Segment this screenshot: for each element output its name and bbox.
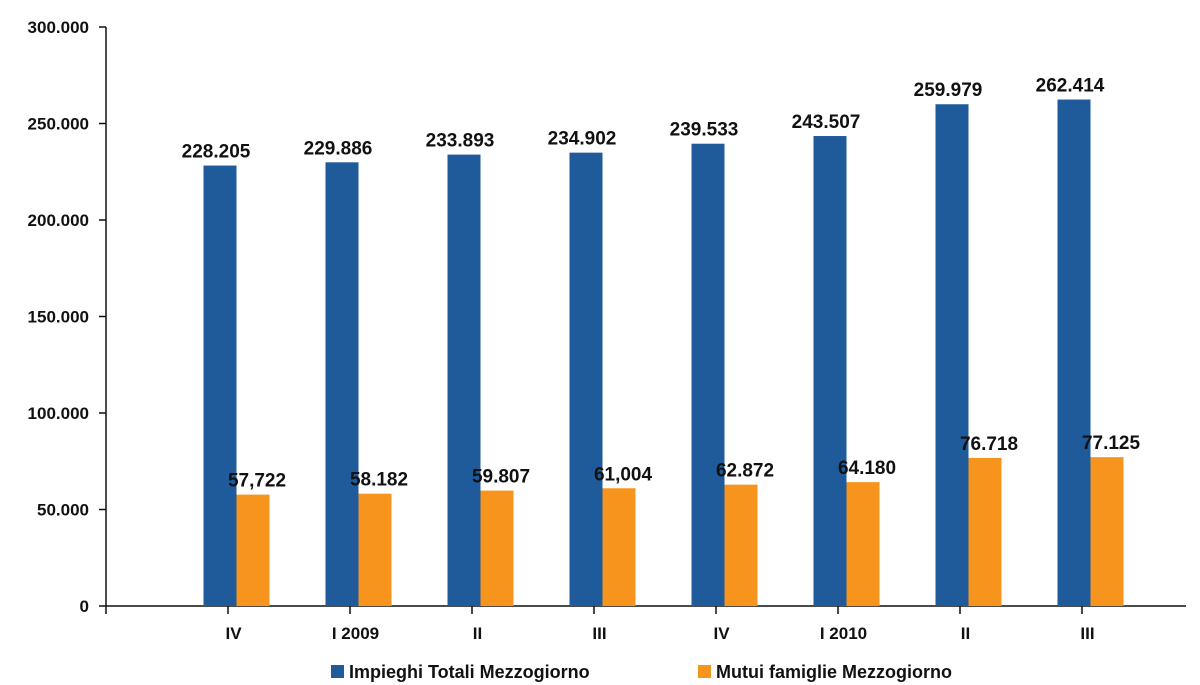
data-label: 62.872 [716, 461, 774, 482]
data-label: 228.205 [182, 142, 251, 163]
legend-swatch [698, 665, 711, 678]
data-label: 58.182 [350, 470, 408, 491]
x-tick-label: II [961, 624, 970, 643]
data-label: 229.886 [304, 138, 373, 159]
x-tick-label: III [592, 624, 606, 643]
y-tick-label: 150.000 [28, 308, 89, 327]
bar-impieghi [569, 152, 603, 606]
x-tick-label: II [473, 624, 482, 643]
data-label: 239.533 [670, 120, 739, 141]
x-tick-label: I 2010 [820, 624, 867, 643]
bar-mutui [968, 457, 1002, 606]
data-label: 57,722 [228, 471, 286, 492]
x-tick-label: I 2009 [332, 624, 379, 643]
bar-impieghi [325, 162, 359, 607]
data-label: 64.180 [838, 458, 896, 479]
x-tick-label: III [1080, 624, 1094, 643]
bar-impieghi [203, 165, 237, 607]
y-tick-label: 0 [80, 597, 89, 616]
bar-mutui [602, 488, 636, 606]
data-label: 259.979 [914, 80, 983, 101]
data-label: 76.718 [960, 434, 1018, 455]
y-tick-label: 250.000 [28, 115, 89, 134]
legend: Impieghi Totali Mezzogiorno Mutui famigli… [331, 662, 952, 682]
x-axis: IV I 2009 II III IV I 2010 II III [105, 605, 1186, 643]
data-label: 233.893 [426, 131, 495, 152]
x-tick-label: IV [713, 624, 730, 643]
bar-mutui [236, 494, 270, 606]
y-tick-label: 50.000 [37, 501, 89, 520]
bars [203, 99, 1124, 607]
bar-mutui [724, 484, 758, 606]
y-axis: 0 50.000 100.000 150.000 200.000 250.000 300.0… [28, 18, 107, 616]
data-labels: 228.205 57,722 229.886 58.182 233.893 59.807 2… [182, 76, 1141, 492]
bar-mutui [358, 493, 392, 606]
legend-swatch [331, 665, 344, 678]
legend-label: Mutui famiglie Mezzogiorno [716, 662, 952, 682]
bar-impieghi [935, 104, 969, 606]
legend-label: Impieghi Totali Mezzogiorno [349, 662, 590, 682]
data-label: 262.414 [1036, 76, 1105, 97]
bar-mutui [480, 490, 514, 606]
y-tick-label: 300.000 [28, 18, 89, 37]
bar-impieghi [1057, 99, 1091, 606]
bar-impieghi [691, 143, 725, 607]
bar-mutui [846, 482, 880, 606]
data-label: 243.507 [792, 112, 861, 133]
data-label: 77.125 [1082, 433, 1141, 454]
bar-mutui [1090, 457, 1124, 606]
y-tick-label: 100.000 [28, 404, 89, 423]
data-label: 61,004 [594, 464, 653, 485]
data-label: 59.807 [472, 467, 530, 488]
y-tick-label: 200.000 [28, 211, 89, 230]
bar-impieghi [447, 154, 481, 606]
bar-impieghi [813, 136, 847, 606]
data-label: 234.902 [548, 129, 617, 150]
x-tick-label: IV [225, 624, 242, 643]
